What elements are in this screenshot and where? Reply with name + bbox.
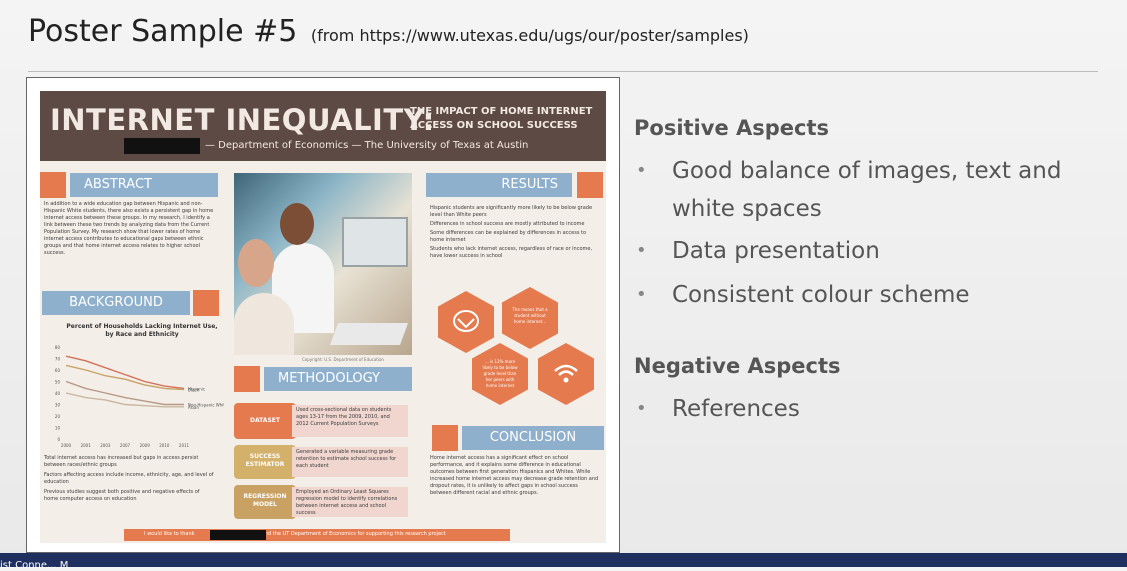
background-bullet: Factors affecting access include income,… bbox=[44, 472, 214, 485]
y-tick-label: 10 bbox=[55, 426, 61, 431]
students-photo bbox=[234, 173, 412, 355]
success-estimator-text: Generated a variable measuring grade ret… bbox=[292, 447, 408, 477]
positive-item: Consistent colour scheme bbox=[672, 282, 970, 308]
footer-text-after: and the UT Department of Economics for s… bbox=[261, 531, 446, 537]
series-label: Hispanic bbox=[188, 386, 205, 391]
y-tick-label: 70 bbox=[55, 357, 61, 362]
y-tick-label: 80 bbox=[55, 345, 61, 350]
slide-source: (from https://www.utexas.edu/ugs/our/pos… bbox=[310, 26, 749, 45]
results-bullet: Some differences can be explained by dif… bbox=[430, 230, 587, 243]
y-tick-label: 60 bbox=[55, 368, 61, 373]
results-bullet: Students who lack internet access, regar… bbox=[430, 246, 593, 259]
abstract-heading: ABSTRACT bbox=[70, 173, 218, 197]
poster-image: INTERNET INEQUALITY: THE IMPACT OF HOME … bbox=[26, 77, 620, 553]
taskbar-text: ist Conne... M bbox=[0, 560, 69, 571]
abstract-accent bbox=[40, 172, 66, 198]
negative-heading: Negative Aspects bbox=[634, 354, 841, 378]
dataset-box: DATASET bbox=[234, 403, 296, 439]
results-accent bbox=[577, 172, 603, 198]
hex-text: The means that a student without home in… bbox=[512, 307, 548, 324]
redacted-name bbox=[210, 530, 266, 540]
series-label: Non-Hispanic White bbox=[188, 403, 224, 408]
background-bullet: Total internet access has increased but … bbox=[44, 455, 199, 468]
x-tick-label: 2007 bbox=[120, 443, 131, 448]
y-tick-label: 0 bbox=[57, 437, 60, 442]
x-tick-label: 2010 bbox=[159, 443, 170, 448]
conclusion-text: Home internet access has a significant e… bbox=[430, 455, 599, 496]
success-estimator-box: SUCCESS ESTIMATOR bbox=[234, 445, 296, 479]
methodology-heading: METHODOLOGY bbox=[264, 367, 412, 391]
negative-item: References bbox=[672, 396, 800, 422]
x-tick-label: 2003 bbox=[100, 443, 111, 448]
abstract-text: In addition to a wide education gap betw… bbox=[44, 201, 214, 256]
background-accent bbox=[193, 290, 219, 316]
y-tick-label: 30 bbox=[55, 403, 61, 408]
footer-text-before: I would like to thank bbox=[144, 531, 195, 537]
positive-item: Good balance of images, text and white s… bbox=[672, 158, 1062, 222]
wifi-icon bbox=[554, 364, 578, 383]
conclusion-accent bbox=[432, 425, 458, 451]
hex-text: ... is 13% more likely to be below grade… bbox=[482, 359, 518, 388]
y-tick-label: 50 bbox=[55, 380, 61, 385]
positive-item: Data presentation bbox=[672, 238, 880, 264]
chart-title: Percent of Households Lacking Internet U… bbox=[66, 323, 218, 338]
y-tick-label: 20 bbox=[55, 414, 61, 419]
x-tick-label: 2000 bbox=[61, 443, 72, 448]
poster-subtitle: THE IMPACT OF HOME INTERNET ACCESS ON SC… bbox=[410, 106, 593, 131]
series-line bbox=[65, 364, 185, 391]
series-line bbox=[65, 355, 185, 390]
y-tick-label: 40 bbox=[55, 391, 61, 396]
poster: INTERNET INEQUALITY: THE IMPACT OF HOME … bbox=[40, 91, 606, 543]
bullet-icon: • bbox=[636, 398, 647, 419]
results-bullets: Hispanic students are significantly more… bbox=[430, 205, 598, 260]
results-bullet: Hispanic students are significantly more… bbox=[430, 205, 593, 218]
x-tick-label: 2011 bbox=[179, 443, 190, 448]
slide-title: Poster Sample #5 (from https://www.utexa… bbox=[28, 14, 749, 49]
regression-model-text: Employed an Ordinary Least Squares regre… bbox=[292, 487, 408, 517]
bullet-icon: • bbox=[636, 160, 647, 181]
redacted-author bbox=[124, 138, 200, 154]
series-line bbox=[65, 380, 184, 406]
background-heading: BACKGROUND bbox=[42, 291, 190, 315]
poster-title: INTERNET INEQUALITY: bbox=[50, 103, 435, 137]
methodology-accent bbox=[234, 366, 260, 392]
shield-icon bbox=[453, 310, 479, 332]
poster-header: INTERNET INEQUALITY: THE IMPACT OF HOME … bbox=[40, 91, 606, 161]
photo-caption: Copyright: U.S. Department of Education bbox=[302, 357, 384, 362]
wifi-hex bbox=[438, 291, 494, 353]
x-tick-label: 2001 bbox=[81, 443, 92, 448]
background-bullets: Total internet access has increased but … bbox=[44, 455, 214, 503]
series-label: Asian bbox=[188, 405, 199, 410]
results-heading: RESULTS bbox=[426, 173, 572, 197]
conclusion-heading: CONCLUSION bbox=[462, 426, 604, 450]
dataset-text: Used cross-sectional data on students ag… bbox=[292, 405, 408, 437]
slide-title-text: Poster Sample #5 bbox=[28, 14, 298, 49]
bullet-icon: • bbox=[636, 284, 647, 305]
poster-department: — Department of Economics — The Universi… bbox=[205, 140, 529, 151]
background-bullet: Previous studies suggest both positive a… bbox=[44, 489, 200, 502]
x-tick-label: 2009 bbox=[140, 443, 151, 448]
series-line bbox=[65, 392, 184, 408]
bullet-icon: • bbox=[636, 240, 647, 261]
footer-thanks: I would like to thank and the UT Departm… bbox=[144, 531, 446, 537]
title-divider bbox=[28, 71, 1098, 72]
results-bullet: Differences in school success are mostly… bbox=[430, 221, 585, 227]
series-label: Black bbox=[188, 388, 200, 393]
taskbar bbox=[0, 553, 1127, 567]
positive-heading: Positive Aspects bbox=[634, 116, 830, 140]
regression-model-box: REGRESSION MODEL bbox=[234, 485, 296, 519]
